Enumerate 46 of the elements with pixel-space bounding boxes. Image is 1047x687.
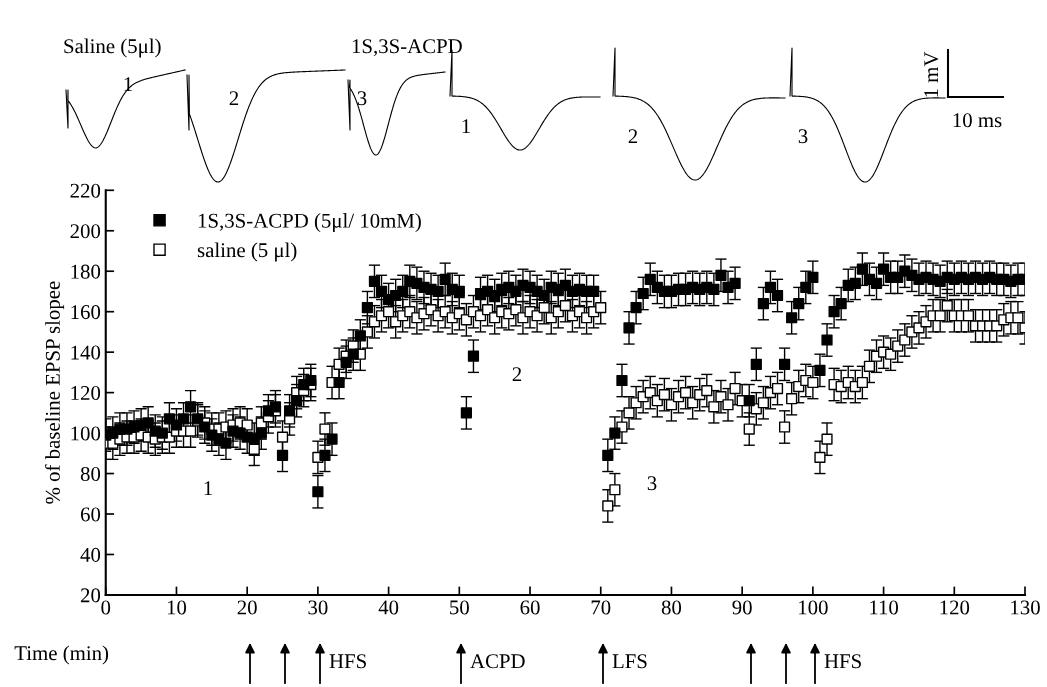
x-tick-label: 80 — [661, 600, 682, 615]
x-tick-label: 10 — [167, 600, 187, 615]
text: HFS — [824, 654, 861, 669]
y-tick-label: 120 — [71, 385, 101, 401]
y-tick-label: 80 — [80, 466, 101, 481]
x-tick-label: 40 — [378, 600, 399, 615]
x-tick-label: 100 — [799, 600, 828, 615]
x-axis-title: Time (min) — [14, 645, 109, 665]
y-tick-label: 100 — [71, 426, 101, 441]
annotation: 2 — [512, 367, 522, 382]
y-tick-label: 200 — [70, 224, 101, 239]
x-tick-label: 110 — [870, 600, 899, 615]
legend-label: saline (5 μl) — [197, 242, 297, 262]
x-tick-label: 70 — [591, 600, 611, 615]
x-tick-label: 120 — [940, 600, 970, 615]
y-tick-label: 180 — [71, 264, 101, 279]
y-tick-label: 160 — [71, 305, 101, 320]
text: LFS — [612, 654, 647, 669]
y-axis-title: % of baseline EPSP slopee — [44, 281, 65, 504]
text: 3 — [357, 91, 367, 106]
x-tick-label: 20 — [237, 600, 257, 615]
text: 10 ms — [953, 113, 1002, 128]
annotation: 3 — [647, 476, 657, 491]
annotation: 1 — [204, 481, 212, 496]
text: 2 — [229, 91, 239, 106]
text: ACPD — [470, 654, 525, 669]
text: HFS — [329, 654, 366, 669]
text: 2 — [628, 129, 638, 144]
x-tick-label: 60 — [520, 600, 540, 615]
text: Saline (5μl) — [64, 38, 161, 58]
text: 1 mV — [924, 51, 939, 97]
text: 1 — [124, 77, 132, 92]
x-tick-label: 130 — [1011, 600, 1040, 615]
text: 1S,3S-ACPD — [352, 39, 462, 57]
text: 1 — [462, 119, 470, 134]
x-tick-label: 50 — [450, 600, 469, 615]
x-tick-label: 0 — [101, 600, 111, 615]
y-tick-label: 20 — [80, 588, 101, 603]
x-tick-label: 30 — [308, 600, 328, 615]
text: 3 — [798, 129, 808, 144]
y-tick-label: 40 — [80, 547, 101, 562]
y-tick-label: 60 — [80, 507, 101, 522]
x-tick-label: 90 — [732, 600, 752, 615]
y-tick-label: 140 — [71, 345, 101, 360]
legend-label: 1S,3S-ACPD (5μl/ 10mM) — [198, 213, 421, 233]
y-tick-label: 220 — [70, 183, 101, 198]
